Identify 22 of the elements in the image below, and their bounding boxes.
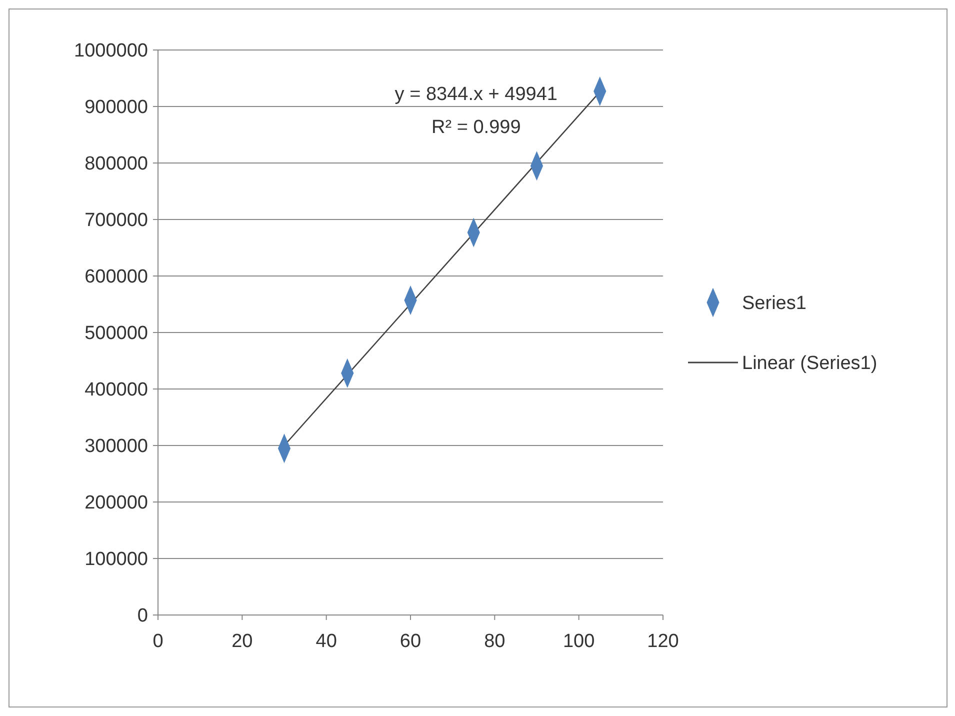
y-tick-label: 100000 — [84, 549, 148, 570]
x-tick-label: 40 — [316, 631, 337, 652]
y-tick-label: 0 — [137, 606, 148, 627]
x-tick-label: 0 — [152, 631, 164, 652]
x-tick-label: 100 — [562, 631, 595, 652]
y-tick-label: 300000 — [84, 436, 148, 458]
y-tick-label: 700000 — [84, 210, 148, 232]
y-tick-label: 800000 — [84, 154, 148, 175]
y-tick-label: 600000 — [84, 266, 148, 288]
x-tick-label: 80 — [484, 631, 506, 652]
x-tick-label: 120 — [647, 631, 679, 652]
legend-label: Series1 — [742, 293, 806, 314]
y-tick-label: 200000 — [84, 492, 148, 514]
y-tick-label: 1000000 — [74, 40, 148, 62]
annotation: R² = 0.999 — [432, 117, 521, 138]
annotation: y = 8344.x + 49941 — [394, 84, 558, 105]
x-tick-label: 20 — [232, 631, 253, 652]
y-tick-label: 400000 — [84, 380, 148, 401]
y-tick-label: 900000 — [84, 97, 148, 118]
legend-label: Linear (Series1) — [742, 353, 878, 374]
x-tick-label: 60 — [400, 631, 422, 652]
y-tick-label: 500000 — [84, 323, 148, 344]
